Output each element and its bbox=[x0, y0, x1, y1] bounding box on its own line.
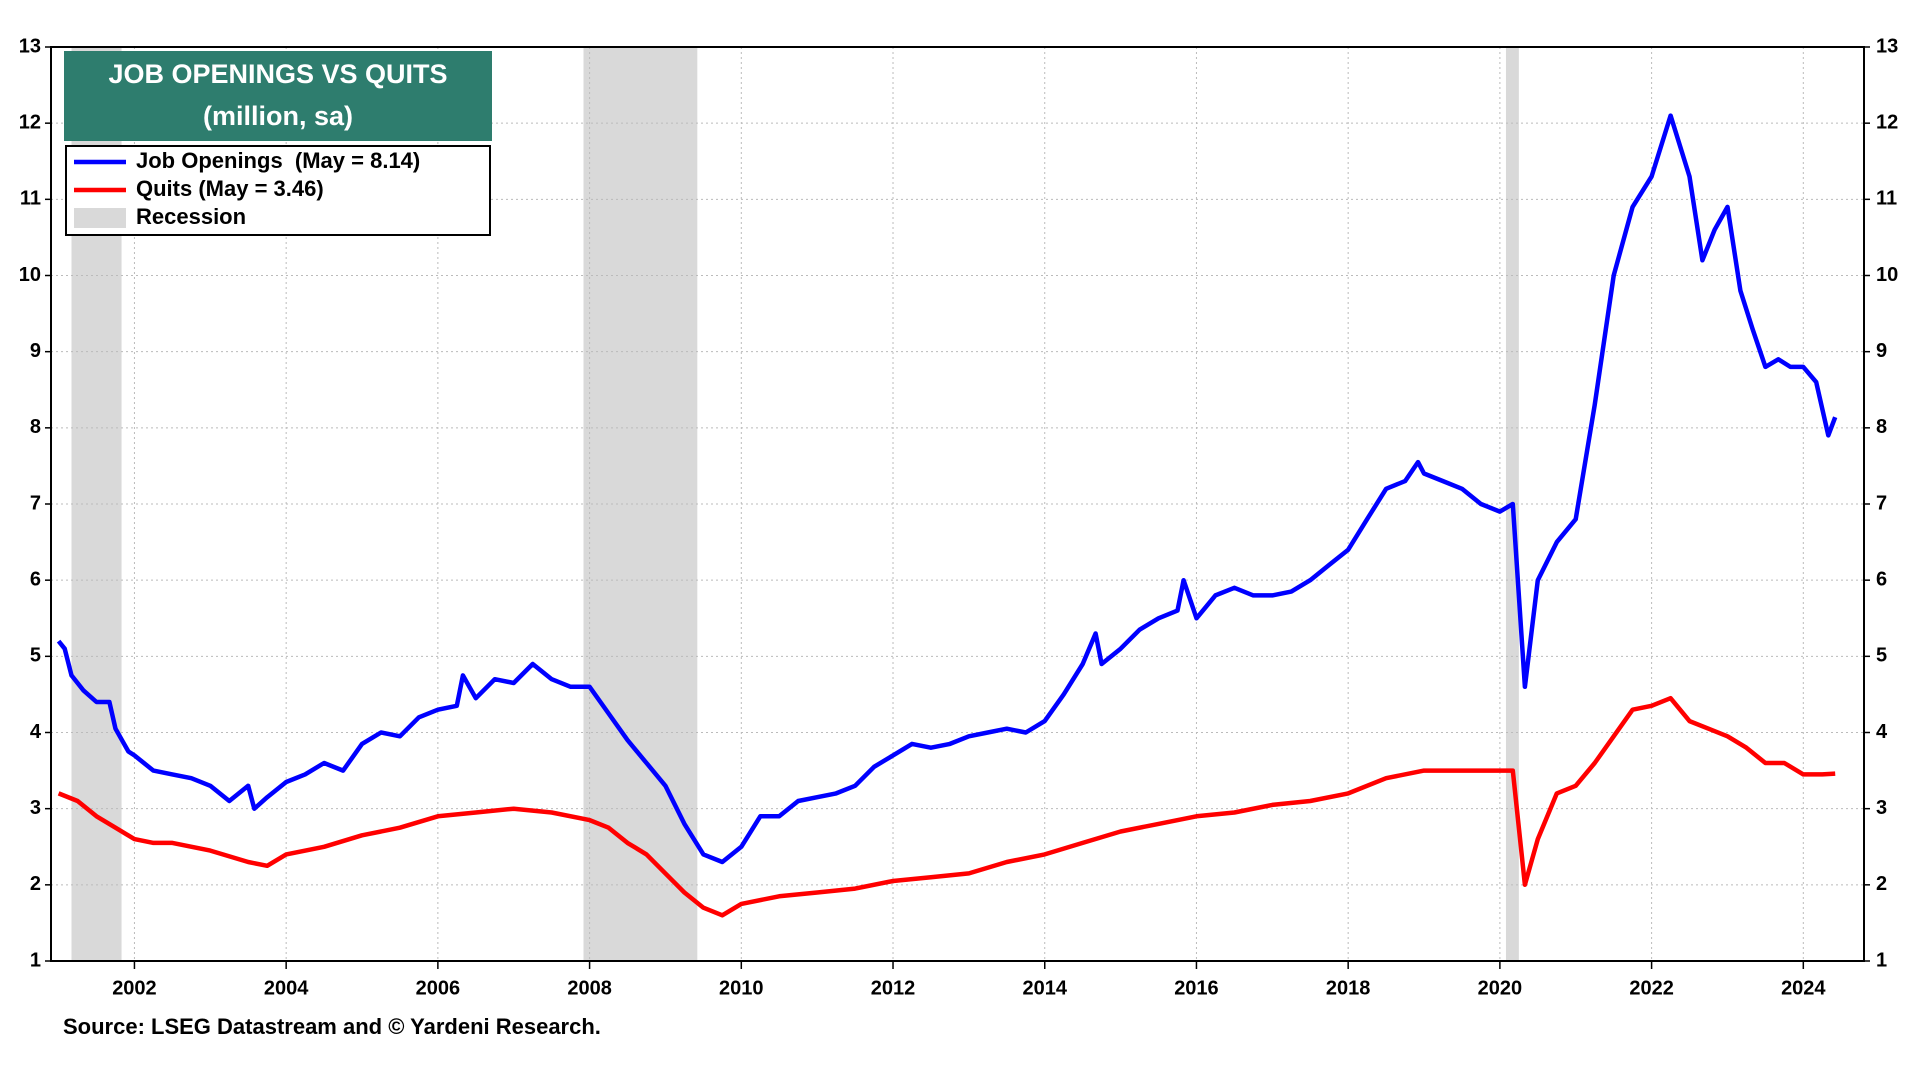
y-tick-label: 1 bbox=[30, 949, 41, 971]
x-tick-label: 2024 bbox=[1781, 977, 1826, 999]
x-tick-label: 2002 bbox=[112, 977, 157, 999]
legend-label: Job Openings (May = 8.14) bbox=[136, 148, 420, 173]
y2-tick-label: 9 bbox=[1876, 340, 1887, 362]
x-tick-label: 2012 bbox=[871, 977, 916, 999]
y-tick-label: 9 bbox=[30, 340, 41, 362]
series-line bbox=[56, 113, 1838, 865]
y2-tick-label: 10 bbox=[1876, 264, 1898, 286]
plot-frame bbox=[50, 46, 1865, 962]
x-tick-label: 2022 bbox=[1629, 977, 1674, 999]
legend-swatch bbox=[74, 208, 126, 228]
y2-tick-label: 6 bbox=[1876, 568, 1887, 590]
chart-title: JOB OPENINGS VS QUITS bbox=[108, 59, 447, 89]
source-note: Source: LSEG Datastream and © Yardeni Re… bbox=[63, 1014, 601, 1039]
y2-tick-label: 8 bbox=[1876, 416, 1887, 438]
y-tick-label: 8 bbox=[30, 416, 41, 438]
y-tick-label: 11 bbox=[20, 188, 41, 210]
y2-tick-label: 3 bbox=[1876, 797, 1887, 819]
y-tick-label: 12 bbox=[19, 111, 41, 133]
y-tick-label: 5 bbox=[30, 645, 41, 667]
x-tick-label: 2010 bbox=[719, 977, 764, 999]
y-tick-label: 6 bbox=[30, 568, 41, 590]
y-tick-label: 2 bbox=[30, 873, 41, 895]
y-tick-label: 13 bbox=[19, 35, 41, 57]
y2-tick-label: 7 bbox=[1876, 492, 1887, 514]
x-tick-label: 2018 bbox=[1326, 977, 1371, 999]
legend-box bbox=[65, 145, 491, 236]
y2-tick-label: 2 bbox=[1876, 873, 1887, 895]
x-tick-label: 2014 bbox=[1022, 977, 1067, 999]
x-tick-label: 2004 bbox=[264, 977, 309, 999]
series-line bbox=[57, 695, 1836, 918]
title-box bbox=[64, 51, 492, 141]
x-tick-label: 2016 bbox=[1174, 977, 1219, 999]
y-tick-label: 10 bbox=[19, 264, 41, 286]
x-tick-label: 2008 bbox=[567, 977, 612, 999]
y2-tick-label: 11 bbox=[1876, 188, 1897, 210]
y-tick-label: 7 bbox=[30, 492, 41, 514]
legend-label: Recession bbox=[136, 204, 246, 229]
y2-tick-label: 4 bbox=[1876, 721, 1888, 743]
x-tick-label: 2006 bbox=[416, 977, 461, 999]
y-tick-label: 3 bbox=[30, 797, 41, 819]
y2-tick-label: 13 bbox=[1876, 35, 1898, 57]
y-tick-label: 4 bbox=[30, 721, 42, 743]
y2-tick-label: 1 bbox=[1876, 949, 1887, 971]
chart-subtitle: (million, sa) bbox=[203, 101, 353, 131]
legend-label: Quits (May = 3.46) bbox=[136, 176, 324, 201]
y2-tick-label: 12 bbox=[1876, 111, 1898, 133]
x-tick-label: 2020 bbox=[1478, 977, 1523, 999]
y2-tick-label: 5 bbox=[1876, 645, 1887, 667]
